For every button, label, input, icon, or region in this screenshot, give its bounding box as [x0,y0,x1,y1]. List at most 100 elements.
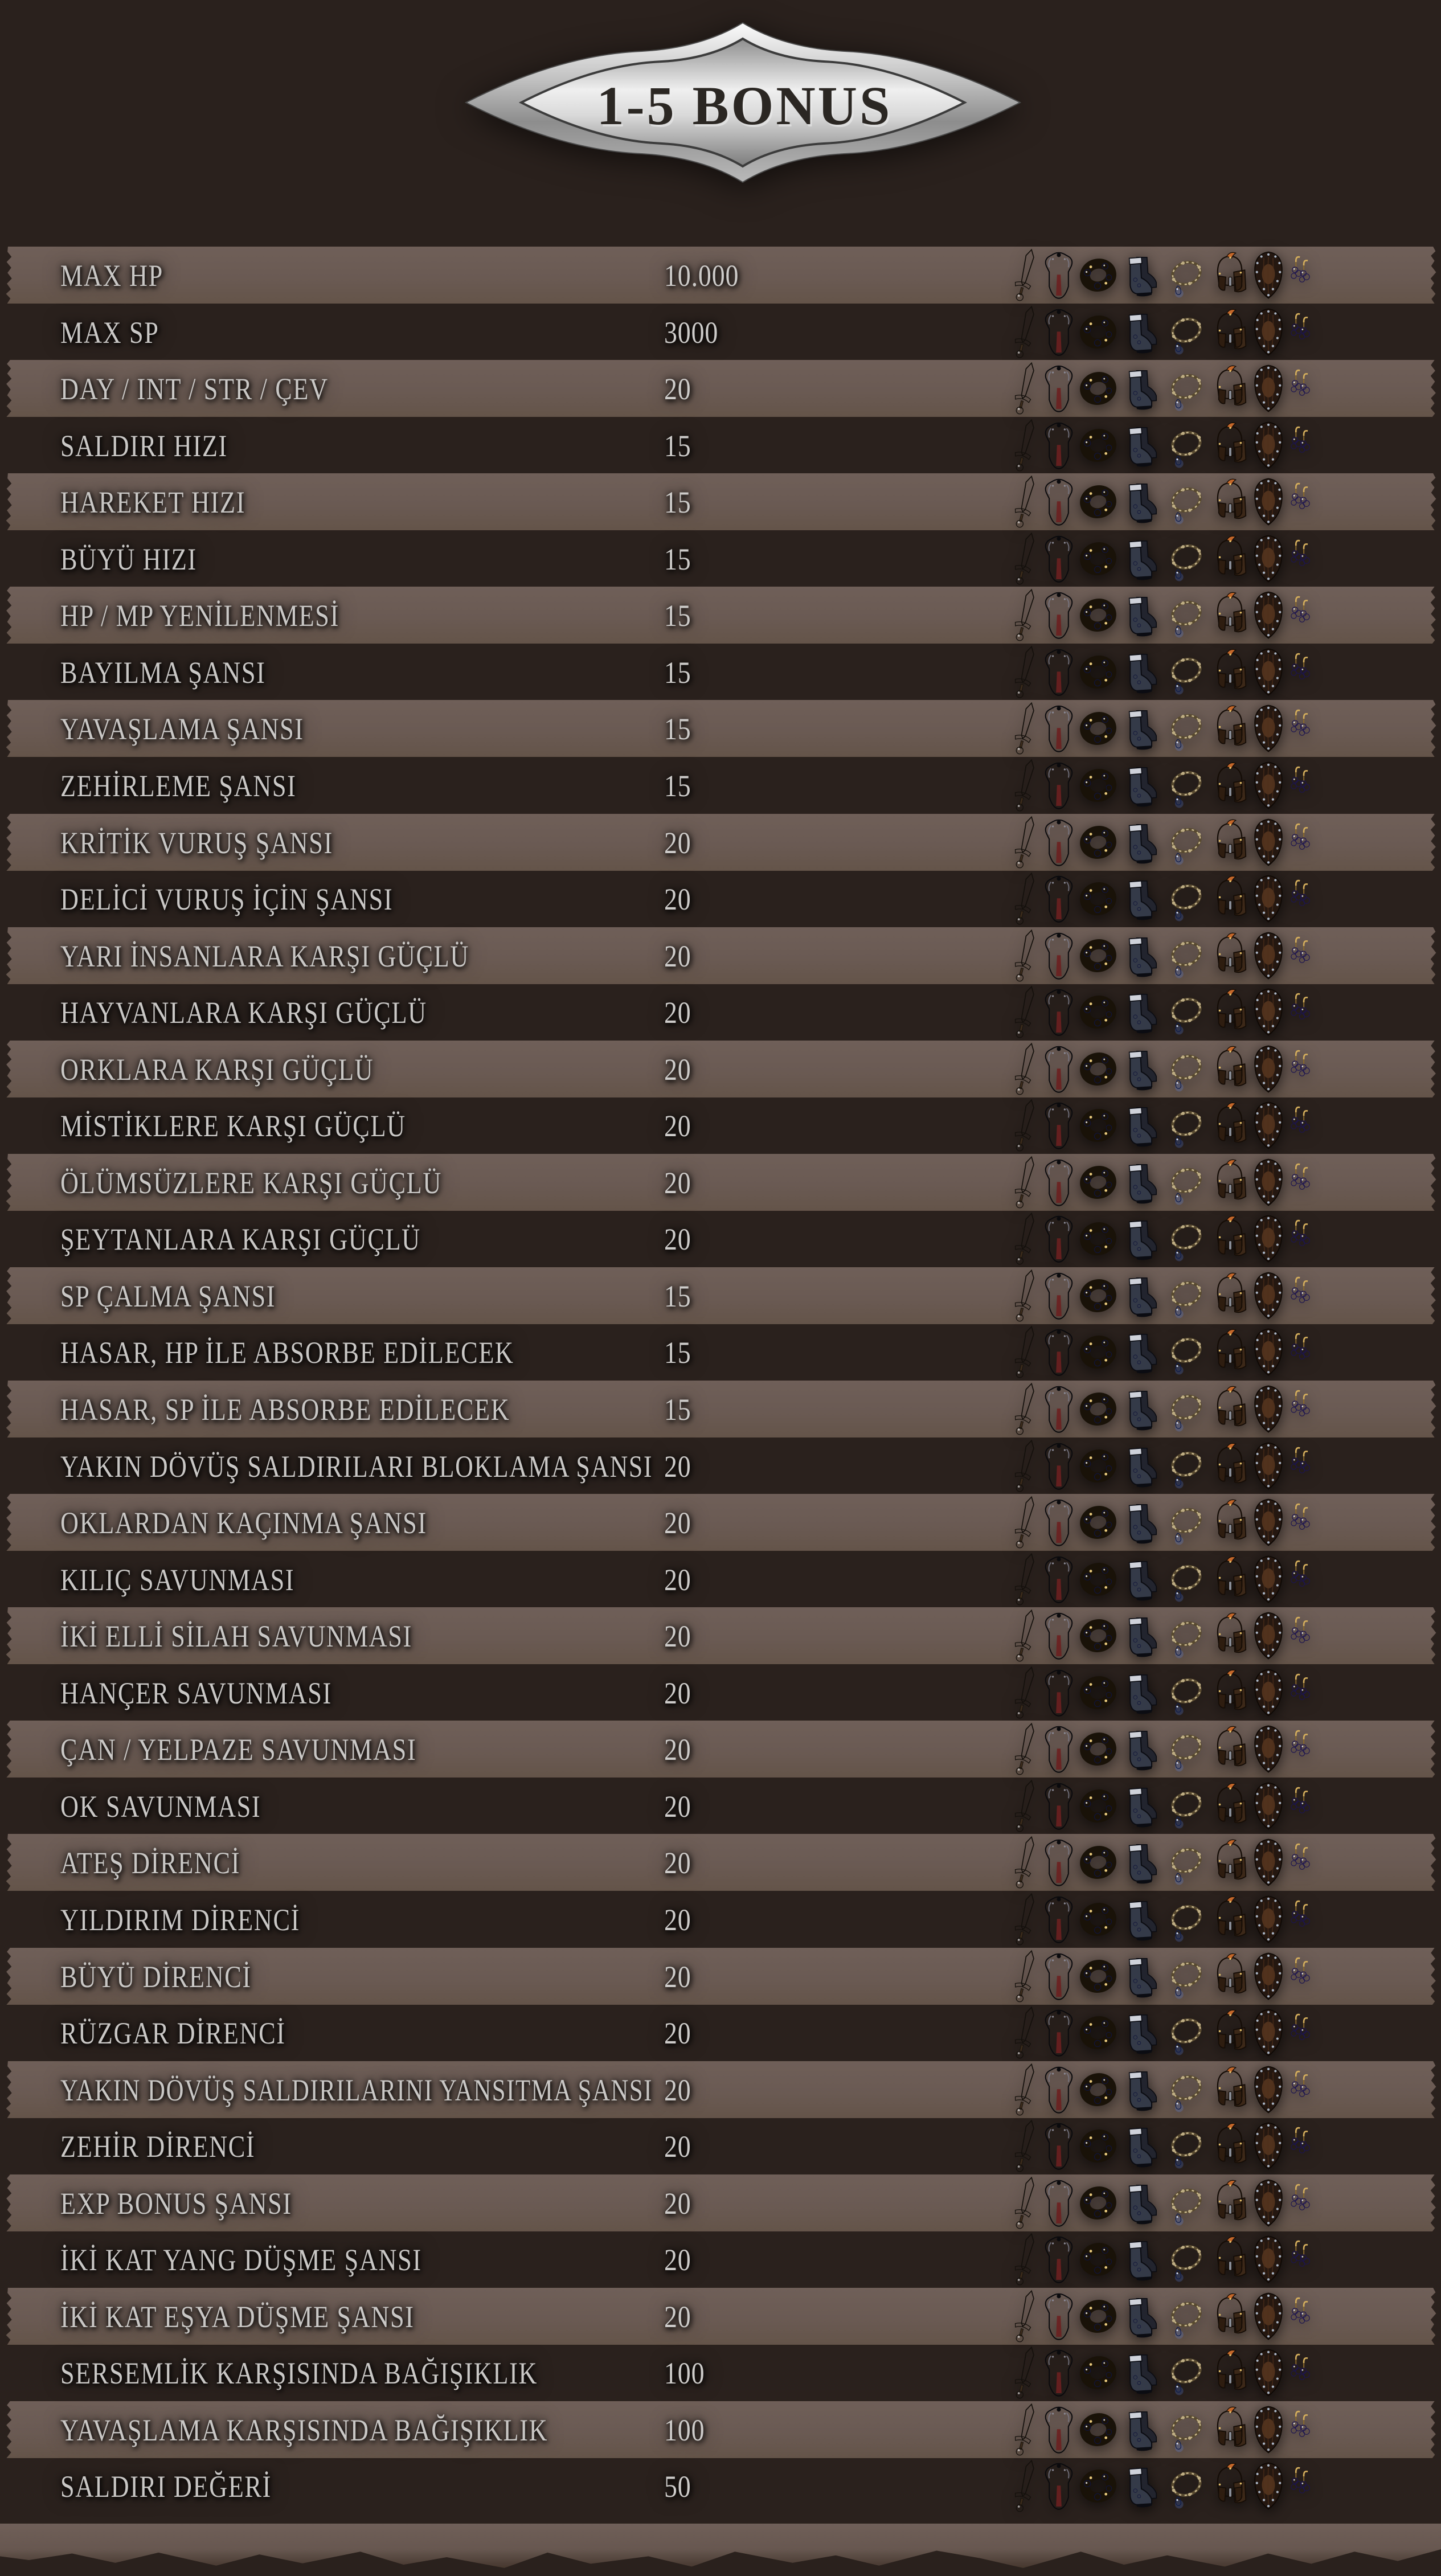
bonus-row: İKİ ELLİ SİLAH SAVUNMASI 20 [0,1607,1441,1664]
sword-icon [1010,2459,1040,2513]
row-band [6,360,1436,417]
equipment-icons [1010,2174,1313,2231]
necklace-icon [1164,535,1210,582]
bonus-row: İKİ KAT EŞYA DÜŞME ŞANSI 20 [0,2288,1441,2345]
shield-icon [1251,931,1286,981]
earrings-icon [1287,310,1313,354]
sword-icon [1010,1268,1040,1323]
equipment-icons [1010,360,1313,417]
necklace-icon [1164,1669,1210,1716]
necklace-icon [1164,2180,1210,2226]
armor-icon [1041,1781,1076,1831]
shield-icon [1251,420,1286,470]
earrings-icon [1287,1727,1313,1771]
bonus-value: 20 [664,2186,691,2221]
row-band [6,473,1436,530]
bonus-label: HAREKET HIZI [60,485,246,519]
bonus-label: EXP BONUS ŞANSI [60,2186,292,2221]
armor-icon [1041,1497,1076,1547]
bonus-value: 20 [664,1903,691,1937]
banner-title: 1-5 BONUS [597,75,893,136]
bonus-value: 15 [664,599,691,633]
armor-icon [1041,1214,1076,1264]
boots-icon [1120,365,1163,412]
shield-icon [1251,2291,1286,2341]
helmet-icon [1211,250,1250,300]
sword-icon [1010,2005,1040,2060]
helmet-icon [1211,987,1250,1037]
armor-icon [1041,760,1076,810]
necklace-icon [1164,1726,1210,1772]
bonus-value: 20 [664,1506,691,1540]
bonus-value: 15 [664,769,691,803]
shield-icon [1251,1951,1286,2001]
boots-icon [1120,2180,1163,2226]
earrings-icon [1287,2407,1313,2452]
row-band [6,1381,1436,1438]
armor-icon [1041,2008,1076,2058]
armor-icon [1041,2065,1076,2115]
boots-icon [1120,1612,1163,1659]
sword-icon [1010,1042,1040,1096]
bracelet-icon [1078,2294,1119,2339]
shield-icon [1251,2065,1286,2115]
bracelet-icon [1078,763,1119,808]
row-band [6,1721,1436,1778]
bonus-value: 20 [664,1109,691,1143]
boots-icon [1120,2009,1163,2056]
shield-icon [1251,1100,1286,1150]
necklace-icon [1164,309,1210,355]
sword-icon [1010,1098,1040,1153]
armor-icon [1041,1044,1076,1094]
shield-icon [1251,2348,1286,2398]
bonus-row: MİSTİKLERE KARŞI GÜÇLÜ 20 [0,1097,1441,1154]
equipment-icons [1010,247,1313,304]
helmet-icon [1211,534,1250,584]
sword-icon [1010,2119,1040,2173]
helmet-icon [1211,1327,1250,1377]
boots-icon [1120,705,1163,752]
helmet-icon [1211,2461,1250,2511]
bonus-label: ORKLARA KARŞI GÜÇLÜ [60,1052,374,1087]
bonus-label: SALDIRI DEĞERİ [60,2469,272,2504]
bonus-label: MAX HP [60,259,163,293]
necklace-icon [1164,649,1210,695]
bracelet-icon [1078,2123,1119,2169]
boots-icon [1120,1669,1163,1716]
helmet-icon [1211,2348,1250,2398]
earrings-icon [1287,1217,1313,1261]
bracelet-icon [1078,1670,1119,1715]
earrings-icon [1287,2350,1313,2395]
bonus-row: HAREKET HIZI 15 [0,473,1441,530]
armor-icon [1041,250,1076,300]
necklace-icon [1164,989,1210,1035]
row-band [6,1834,1436,1891]
sword-icon [1010,1722,1040,1776]
helmet-icon [1211,1554,1250,1604]
armor-icon [1041,2348,1076,2398]
bonus-row: MAX HP 10.000 [0,247,1441,304]
row-band [6,1607,1436,1664]
title-banner: 1-5 BONUS 1-5 BONUS [462,15,1024,190]
bonus-row: SP ÇALMA ŞANSI 15 [0,1267,1441,1324]
equipment-icons [1010,1948,1313,2005]
equipment-icons [1010,2344,1313,2401]
bonus-row: HASAR, HP İLE ABSORBE EDİLECEK 15 [0,1324,1441,1381]
bonus-value: 15 [664,656,691,690]
armor-icon [1041,1100,1076,1150]
bonus-label: YILDIRIM DİRENCİ [60,1903,301,1937]
armor-icon [1041,2461,1076,2511]
row-band [6,2174,1436,2231]
equipment-icons [1010,2288,1313,2345]
necklace-icon [1164,1783,1210,1829]
bonus-row: YAVAŞLAMA KARŞISINDA BAĞIŞIKLIK 100 [0,2401,1441,2458]
boots-icon [1120,2406,1163,2453]
bracelet-icon [1078,2463,1119,2509]
bonus-value: 15 [664,1279,691,1313]
shield-icon [1251,307,1286,357]
bonus-row: YILDIRIM DİRENCİ 20 [0,1891,1441,1948]
banner-plaque: 1-5 BONUS 1-5 BONUS [464,22,1022,183]
armor-icon [1041,1611,1076,1661]
necklace-icon [1164,1839,1210,1886]
equipment-icons [1010,473,1313,530]
